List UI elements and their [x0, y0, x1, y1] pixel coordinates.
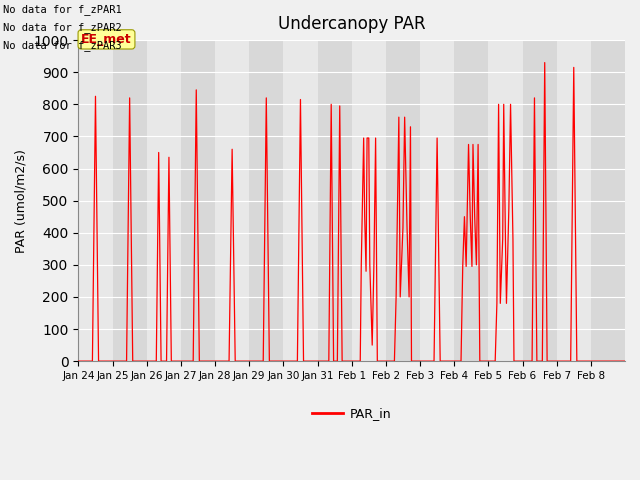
Legend: PAR_in: PAR_in [307, 403, 396, 425]
Bar [522, 40, 557, 361]
Bar [352, 40, 386, 361]
Text: No data for f_zPAR1: No data for f_zPAR1 [3, 4, 122, 15]
Bar [215, 40, 249, 361]
Bar [454, 40, 488, 361]
Text: EE_met: EE_met [81, 33, 132, 46]
Bar [284, 40, 317, 361]
Bar [181, 40, 215, 361]
Bar [147, 40, 181, 361]
Text: No data for f_zPAR2: No data for f_zPAR2 [3, 22, 122, 33]
Y-axis label: PAR (umol/m2/s): PAR (umol/m2/s) [15, 149, 28, 252]
Bar [249, 40, 284, 361]
Bar [317, 40, 352, 361]
Bar [557, 40, 591, 361]
Title: Undercanopy PAR: Undercanopy PAR [278, 15, 426, 33]
Bar [113, 40, 147, 361]
Bar [386, 40, 420, 361]
Bar [420, 40, 454, 361]
Text: No data for f_zPAR3: No data for f_zPAR3 [3, 40, 122, 51]
Bar [488, 40, 522, 361]
Bar [79, 40, 113, 361]
Bar [591, 40, 625, 361]
